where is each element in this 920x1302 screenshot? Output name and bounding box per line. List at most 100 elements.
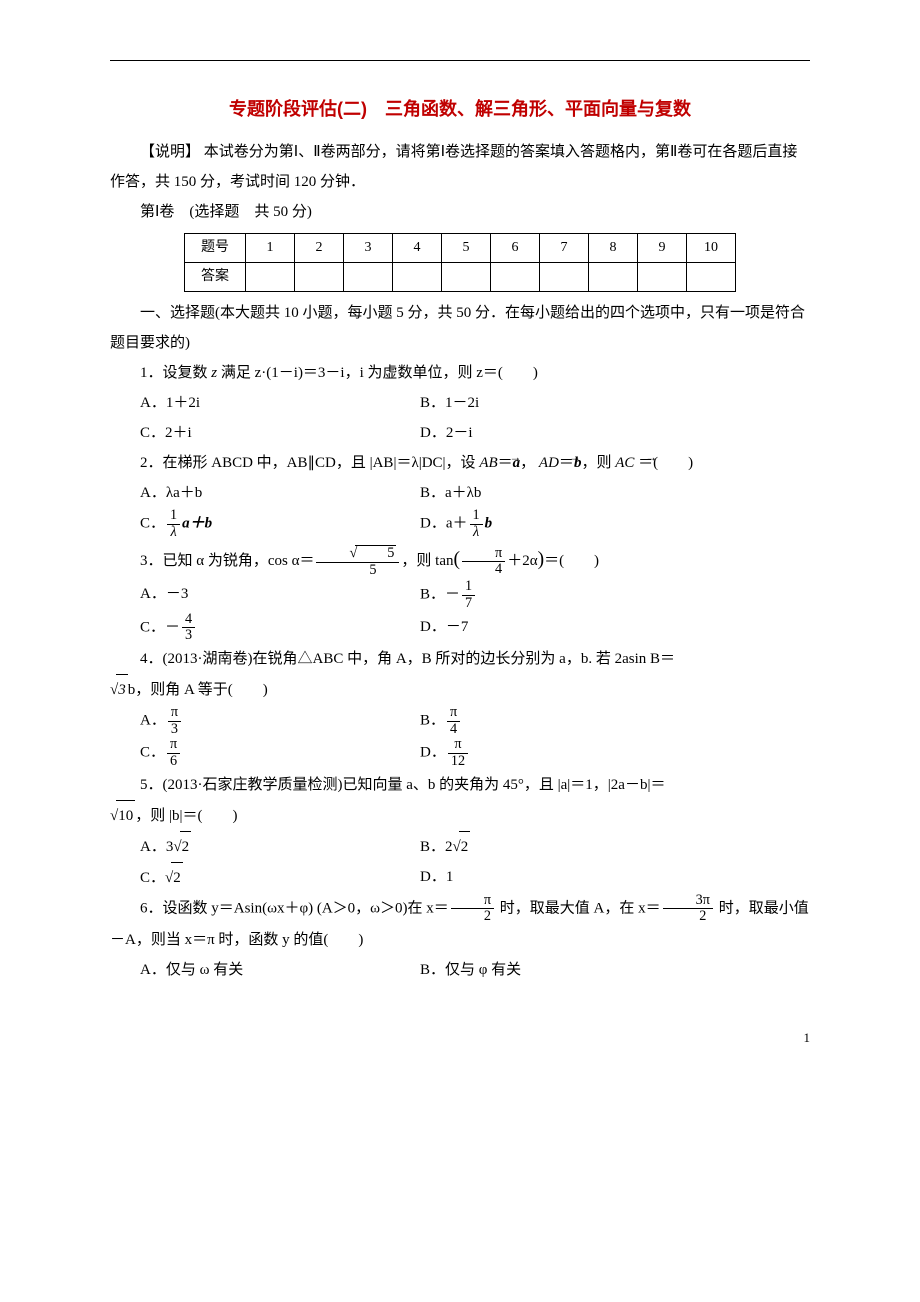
- grid-col: 2: [295, 234, 344, 263]
- grid-col: 7: [540, 234, 589, 263]
- q2-d-pre: D．a＋: [420, 516, 468, 532]
- fraction-icon: 17: [462, 579, 475, 611]
- q3-opt-b: B．－17: [420, 579, 700, 611]
- grid-col: 3: [344, 234, 393, 263]
- frac-d: 12: [448, 754, 468, 770]
- grid-col: 4: [393, 234, 442, 263]
- q6-mid: 时，取最大值 A，在 x＝: [496, 900, 661, 916]
- q4-b-pre: B．: [420, 713, 445, 729]
- grid-col: 6: [491, 234, 540, 263]
- sqrt-val: 3: [116, 674, 128, 705]
- q3-options-2: C．－43 D．－7: [110, 612, 810, 644]
- frac-n: 3π: [663, 893, 713, 910]
- q5-b-pre: B．2: [420, 839, 453, 855]
- grid-col: 10: [687, 234, 736, 263]
- page-title: 专题阶段评估(二) 三角函数、解三角形、平面向量与复数: [110, 91, 810, 127]
- grid-cell: [295, 263, 344, 292]
- frac-n: π: [168, 705, 181, 722]
- question-6: 6．设函数 y＝Asin(ωx＋φ) (A＞0，ω＞0)在 x＝π 2 时，取最大…: [110, 893, 810, 955]
- q4-stem: 4．(2013·湖南卷)在锐角△ABC 中，角 A，B 所对的边长分别为 a，b…: [140, 651, 675, 667]
- table-row: 题号 1 2 3 4 5 6 7 8 9 10: [185, 234, 736, 263]
- q4-a-pre: A．: [140, 713, 166, 729]
- q3-b-pre: B．－: [420, 587, 460, 603]
- q2-b: B．a＋λb: [420, 485, 481, 501]
- q3-pre: 3．已知 α 为锐角，cos α＝: [140, 553, 314, 569]
- vector-ad-icon: AD: [539, 455, 559, 471]
- frac-d: 4: [447, 722, 460, 738]
- grid-cell: [540, 263, 589, 292]
- q1-options: A．1＋2i B．1－2i: [110, 388, 810, 418]
- question-4: 4．(2013·湖南卷)在锐角△ABC 中，角 A，B 所对的边长分别为 a，b…: [110, 644, 810, 674]
- q2-opt-b: B．a＋λb: [420, 478, 700, 508]
- frac-d: λ: [470, 525, 483, 541]
- q1-opt-a: A．1＋2i: [140, 388, 420, 418]
- fraction-icon: 1λ: [470, 508, 483, 540]
- fraction-icon: π6: [167, 737, 180, 769]
- top-rule: [110, 60, 810, 61]
- grid-cell: [687, 263, 736, 292]
- q6-pre: 6．设函数 y＝Asin(ωx＋φ) (A＞0，ω＞0)在 x＝: [140, 900, 449, 916]
- q2-c-post: a＋b: [182, 516, 212, 532]
- question-3: 3．已知 α 为锐角，cos α＝√55，则 tan(π4＋2α)＝( ): [110, 540, 810, 579]
- q4-opt-a: A．π3: [140, 705, 420, 737]
- q1-mid: 满足: [217, 365, 255, 381]
- frac-n: π: [462, 546, 505, 563]
- grid-cell: [246, 263, 295, 292]
- frac-n: √5: [316, 545, 399, 563]
- answer-grid: 题号 1 2 3 4 5 6 7 8 9 10 答案: [184, 233, 736, 292]
- part1-header: 第Ⅰ卷 (选择题 共 50 分): [110, 197, 810, 227]
- q2-d-post: b: [485, 516, 493, 532]
- q2-c-pre: C．: [140, 516, 165, 532]
- frac-n: π: [167, 737, 180, 754]
- sqrt-val: 2: [180, 831, 192, 862]
- grid-cell: [491, 263, 540, 292]
- frac-d: 2: [663, 909, 713, 925]
- q6-options: A．仅与 ω 有关 B．仅与 φ 有关: [110, 955, 810, 985]
- q5-opt-b: B．2√2: [420, 831, 700, 862]
- sqrt-val: 2: [459, 831, 471, 862]
- grid-cell: [589, 263, 638, 292]
- sqrt-val: 2: [171, 862, 183, 893]
- instructions-label: 【说明】: [140, 144, 200, 160]
- q4-opt-b: B．π4: [420, 705, 700, 737]
- q5-options: A．3√2 B．2√2: [110, 831, 810, 862]
- instructions-text: 本试卷分为第Ⅰ、Ⅱ卷两部分，请将第Ⅰ卷选择题的答案填入答题格内，第Ⅱ卷可在各题后…: [110, 144, 797, 190]
- vector-ac-icon: AC: [615, 455, 634, 471]
- question-2: 2．在梯形 ABCD 中，AB∥CD，且 |AB|＝λ|DC|，设 AB＝a， …: [110, 448, 810, 478]
- grid-cell: [393, 263, 442, 292]
- q2-options-2: C．1λa＋b D．a＋1λb: [110, 508, 810, 540]
- q3-post: ＝( ): [544, 553, 599, 569]
- fraction-icon: 43: [182, 612, 195, 644]
- frac-d: 3: [182, 628, 195, 644]
- q1-opt-c: C．2＋i: [140, 418, 420, 448]
- q3-opt-c: C．－43: [140, 612, 420, 644]
- grid-cell: [344, 263, 393, 292]
- q5-stem: 5．(2013·石家庄教学质量检测)已知向量 a、b 的夹角为 45°，且 |a…: [140, 777, 665, 793]
- page-number: 1: [110, 1025, 810, 1051]
- q2-opt-d: D．a＋1λb: [420, 508, 700, 540]
- frac-n: 1: [470, 508, 483, 525]
- q6-opt-b: B．仅与 φ 有关: [420, 955, 700, 985]
- question-1: 1．设复数 z 满足 z·(1－i)＝3－i，i 为虚数单位，则 z＝( ): [110, 358, 810, 388]
- q1-options-2: C．2＋i D．2－i: [110, 418, 810, 448]
- q4-opt-c: C．π6: [140, 737, 420, 769]
- frac-d: 4: [462, 562, 505, 578]
- question-5: 5．(2013·石家庄教学质量检测)已知向量 a、b 的夹角为 45°，且 |a…: [110, 770, 810, 800]
- vector-ab-icon: AB: [479, 455, 497, 471]
- frac-n: 1: [462, 579, 475, 596]
- fraction-icon: π4: [447, 705, 460, 737]
- frac-d: 5: [316, 563, 399, 579]
- frac-n: π: [451, 893, 494, 910]
- q4-c-pre: C．: [140, 745, 165, 761]
- section1-header: 一、选择题(本大题共 10 小题，每小题 5 分，共 50 分．在每小题给出的四…: [110, 298, 810, 358]
- q4-stem2: b，则角 A 等于( ): [128, 682, 268, 698]
- sqrt-val: 10: [116, 800, 135, 831]
- grid-label: 答案: [185, 263, 246, 292]
- frac-n: 4: [182, 612, 195, 629]
- frac-n: 1: [167, 508, 180, 525]
- table-row: 答案: [185, 263, 736, 292]
- fraction-icon: π4: [462, 546, 505, 578]
- q1-opt-b: B．1－2i: [420, 388, 700, 418]
- frac-d: λ: [167, 525, 180, 541]
- grid-col: 1: [246, 234, 295, 263]
